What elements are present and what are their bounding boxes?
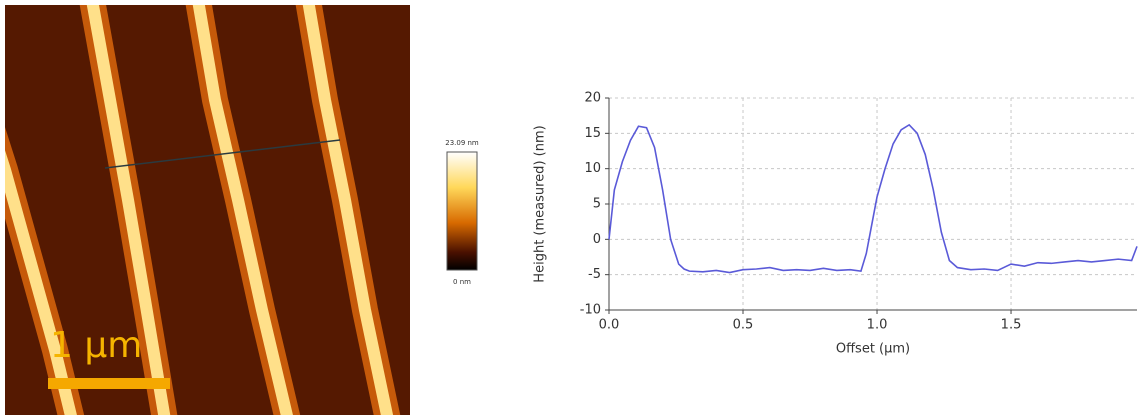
scale-bar (48, 378, 170, 389)
y-tick-label: 20 (584, 91, 601, 106)
y-tick-label: 15 (584, 126, 601, 141)
afm-image: 1 µm (5, 5, 410, 415)
y-tick-label: -5 (588, 267, 601, 282)
x-axis-label: Offset (µm) (836, 342, 910, 357)
scale-bar-label: 1 µm (50, 325, 142, 366)
y-tick-label: 10 (584, 161, 601, 176)
y-tick-label: -10 (580, 303, 601, 318)
profile-line (608, 123, 1138, 274)
x-tick-label: 0.5 (733, 318, 754, 333)
profile-line (104, 139, 341, 169)
x-tick-label: 1.5 (1001, 318, 1022, 333)
x-tick-label: 1.0 (867, 318, 888, 333)
y-tick-label: 0 (593, 232, 601, 247)
colorbar (446, 151, 478, 271)
y-axis-label: Height (measured) (nm) (533, 125, 548, 282)
y-tick-label: 5 (593, 197, 601, 212)
x-tick-label: 0.0 (599, 318, 620, 333)
colorbar-min-label: 0 nm (453, 278, 471, 286)
profile-chart: -10 -5 0 5 10 15 20 0.0 0.5 1.0 1.5 (580, 91, 1138, 333)
colorbar-max-label: 23.09 nm (445, 139, 479, 147)
